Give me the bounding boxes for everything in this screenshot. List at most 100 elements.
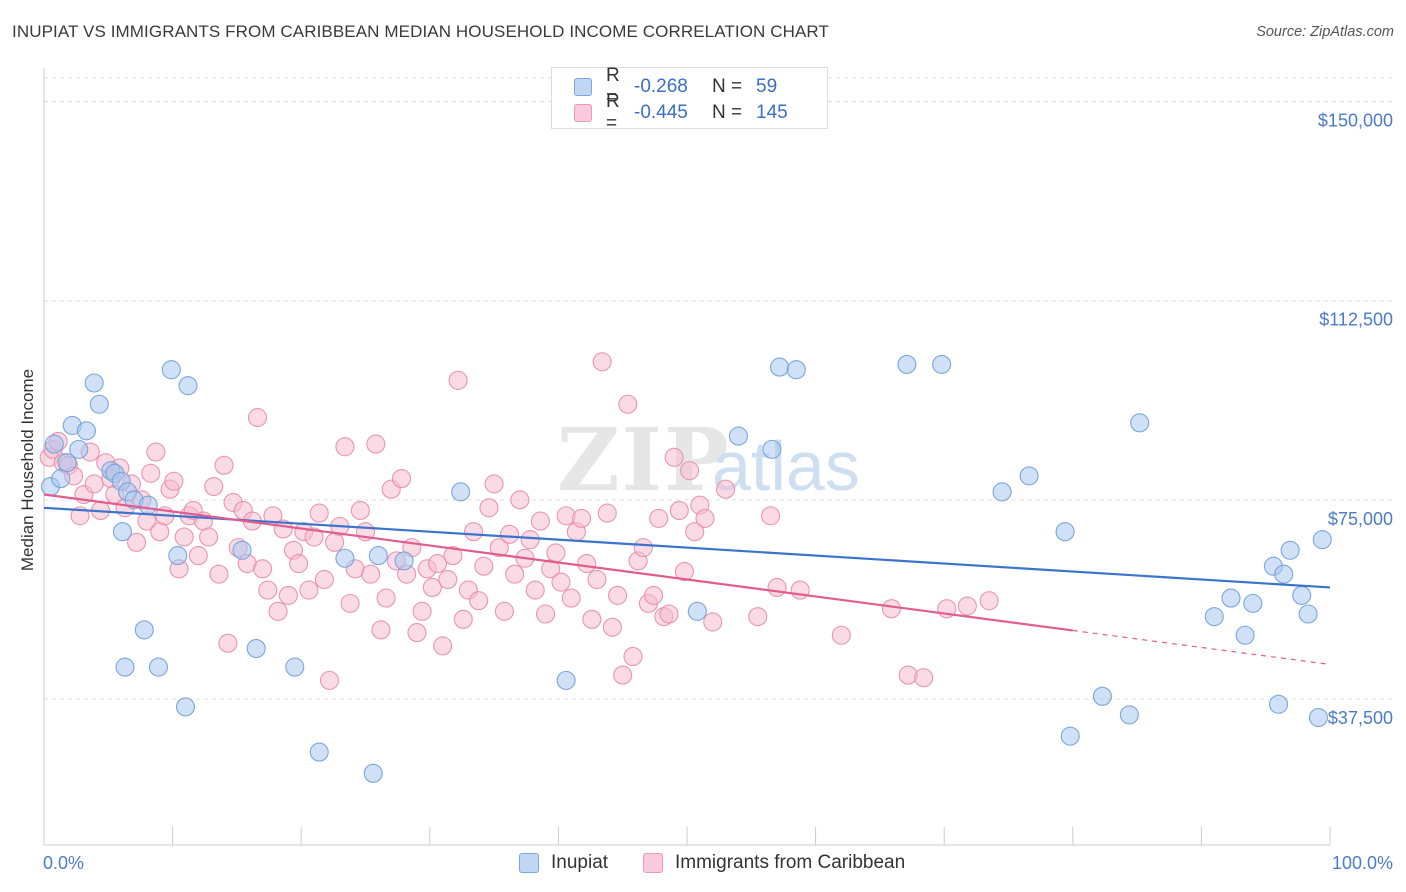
caribbean-point bbox=[141, 463, 161, 483]
inupiat-point bbox=[1308, 708, 1328, 728]
series-inupiat-points bbox=[40, 354, 1332, 783]
watermark: ZIP atlas bbox=[557, 410, 860, 511]
caribbean-point bbox=[748, 607, 768, 627]
caribbean-point bbox=[433, 636, 453, 656]
caribbean-point bbox=[479, 498, 499, 518]
caribbean-point bbox=[218, 633, 238, 653]
caribbean-point bbox=[484, 474, 504, 494]
caribbean-point bbox=[391, 469, 412, 489]
caribbean-point bbox=[618, 394, 638, 414]
legend-r-value: -0.268 bbox=[634, 76, 688, 97]
caribbean-point bbox=[146, 442, 166, 462]
caribbean-point bbox=[530, 511, 550, 531]
caribbean-point bbox=[608, 585, 628, 605]
inupiat-point bbox=[1280, 540, 1300, 560]
legend-row-inupiat: R = -0.268 N = 59 bbox=[574, 65, 778, 108]
caribbean-point bbox=[453, 609, 473, 629]
caribbean-point bbox=[659, 604, 679, 624]
inupiat-point bbox=[1019, 466, 1039, 486]
caribbean-point bbox=[84, 474, 104, 494]
inupiat-point bbox=[89, 394, 109, 414]
inupiat-point bbox=[1204, 607, 1224, 627]
inupiat-point bbox=[1269, 694, 1289, 714]
caribbean-point bbox=[412, 601, 432, 621]
caribbean-point bbox=[448, 370, 468, 390]
caribbean-point bbox=[258, 580, 278, 600]
caribbean-point bbox=[474, 556, 494, 576]
bottom-legend-inupiat: Inupiat bbox=[519, 852, 608, 874]
inupiat-point bbox=[556, 670, 576, 690]
caribbean-point bbox=[613, 665, 633, 685]
inupiat-point bbox=[728, 426, 748, 446]
caribbean-point bbox=[703, 612, 723, 632]
caribbean-point bbox=[309, 503, 329, 523]
bottom-legend-swatch-inupiat bbox=[519, 853, 539, 873]
bottom-legend-caribbean: Immigrants from Caribbean bbox=[643, 852, 905, 874]
caribbean-point bbox=[633, 538, 653, 558]
watermark-zip: ZIP bbox=[557, 410, 731, 511]
caribbean-point bbox=[443, 546, 463, 566]
caribbean-point bbox=[571, 508, 592, 528]
caribbean-point bbox=[319, 670, 340, 690]
inupiat-point bbox=[69, 439, 89, 459]
inupiat-point bbox=[368, 546, 388, 566]
y-tick-label: $150,000 bbox=[1318, 111, 1393, 131]
caribbean-point bbox=[510, 490, 530, 510]
caribbean-point bbox=[204, 477, 224, 497]
caribbean-point bbox=[957, 596, 977, 616]
caribbean-point bbox=[979, 591, 999, 611]
inupiat-point bbox=[1243, 593, 1263, 613]
caribbean-point bbox=[644, 585, 664, 605]
inupiat-point bbox=[1298, 604, 1318, 624]
inupiat-point bbox=[232, 540, 252, 560]
caribbean-point bbox=[767, 577, 787, 597]
inupiat-point bbox=[161, 360, 181, 380]
series-caribbean-points bbox=[39, 352, 999, 690]
inupiat-point bbox=[335, 548, 355, 568]
caribbean-point bbox=[577, 554, 597, 574]
caribbean-point bbox=[463, 522, 484, 542]
inupiat-point bbox=[309, 742, 329, 762]
inupiat-point bbox=[57, 453, 77, 473]
inupiat-point bbox=[1060, 726, 1080, 746]
caribbean-point bbox=[127, 532, 147, 552]
legend-n-value: 59 bbox=[756, 76, 778, 97]
caribbean-point bbox=[790, 580, 810, 600]
caribbean-point bbox=[174, 527, 194, 547]
gridlines bbox=[44, 77, 1395, 700]
caribbean-point bbox=[340, 593, 360, 613]
caribbean-point bbox=[199, 527, 219, 547]
inupiat-point bbox=[138, 495, 158, 515]
x-tick-label-min: 0.0% bbox=[43, 853, 84, 873]
trend-lines bbox=[43, 493, 1331, 666]
bottom-legend-swatch-caribbean bbox=[643, 853, 663, 873]
caribbean-point bbox=[188, 546, 208, 566]
legend-n-value: 145 bbox=[756, 102, 788, 123]
caribbean-point bbox=[150, 522, 170, 542]
inupiat-point bbox=[285, 657, 305, 677]
y-tick-label: $112,500 bbox=[1319, 310, 1393, 330]
caribbean-point bbox=[350, 500, 370, 520]
inupiat-point bbox=[762, 439, 782, 459]
caribbean-point bbox=[247, 407, 268, 428]
caribbean-point bbox=[664, 447, 684, 467]
y-tick-label: $37,500 bbox=[1328, 708, 1393, 728]
inupiat-point bbox=[84, 373, 104, 393]
inupiat-point bbox=[115, 657, 135, 677]
inupiat-point bbox=[363, 763, 383, 783]
inupiat-point bbox=[134, 620, 154, 640]
caribbean-point bbox=[289, 554, 309, 574]
caribbean-point bbox=[361, 564, 381, 584]
x-tick-labels: 0.0% 100.0% bbox=[43, 853, 1393, 873]
legend-r-value: -0.445 bbox=[634, 102, 688, 123]
inupiat-point bbox=[1312, 530, 1332, 550]
caribbean-point bbox=[438, 569, 458, 590]
caribbean-point bbox=[561, 588, 581, 608]
caribbean-point bbox=[914, 668, 934, 688]
caribbean-point bbox=[304, 527, 324, 547]
caribbean-point bbox=[587, 569, 607, 590]
y-tick-labels: $37,500 $75,000 $112,500 $150,000 bbox=[1318, 111, 1393, 728]
caribbean-point bbox=[376, 588, 396, 608]
inupiat-point bbox=[1292, 585, 1312, 605]
trend-line-extension bbox=[1072, 629, 1331, 666]
